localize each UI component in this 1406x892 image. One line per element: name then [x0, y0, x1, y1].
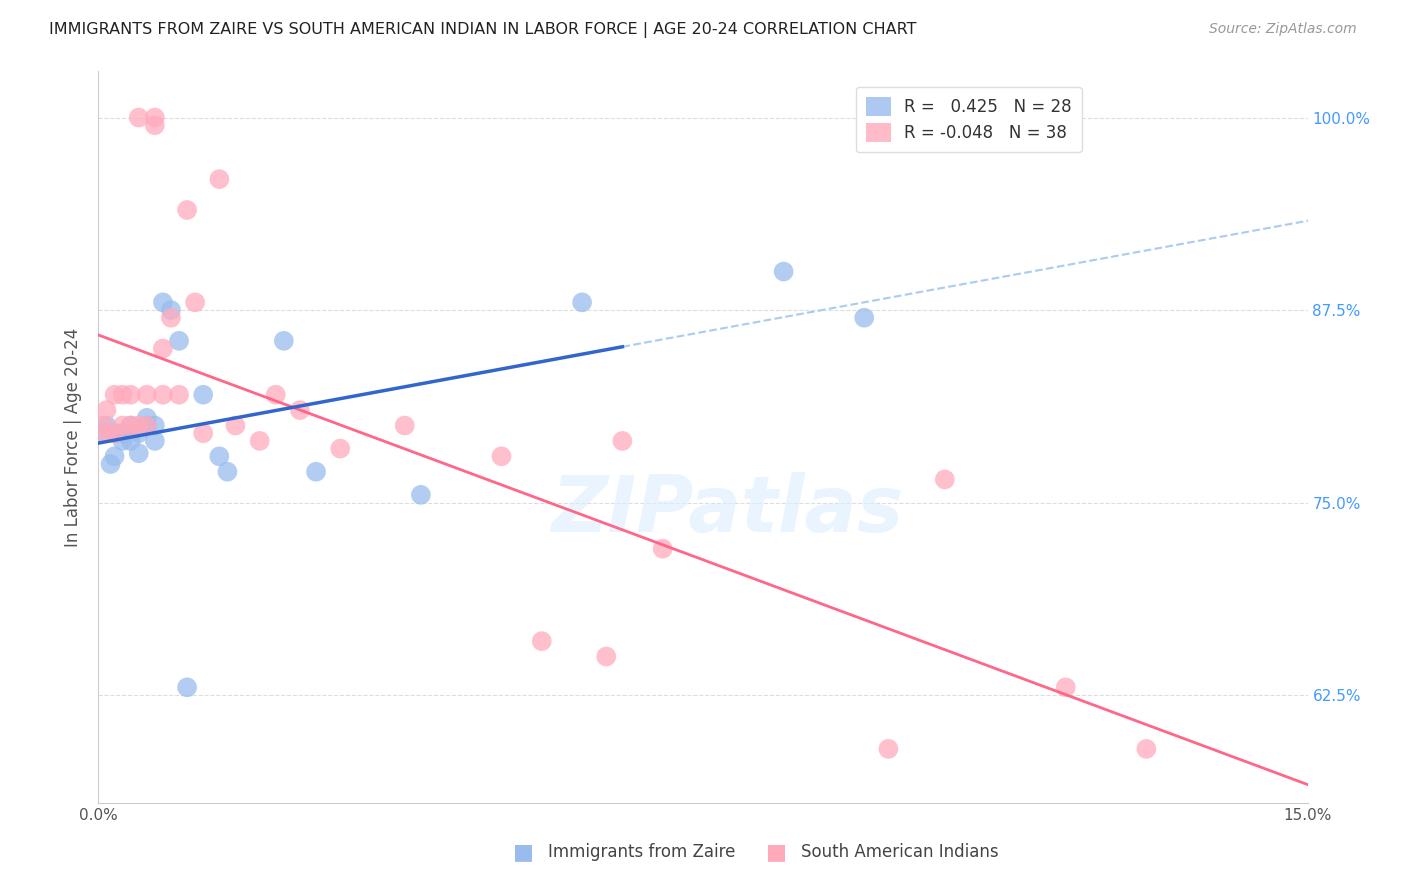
- Point: [152, 295, 174, 310]
- Point: [135, 388, 157, 402]
- Point: [651, 541, 673, 556]
- Point: [143, 418, 166, 433]
- Point: [934, 472, 956, 486]
- Point: [1054, 681, 1077, 695]
- Point: [877, 742, 900, 756]
- Text: IMMIGRANTS FROM ZAIRE VS SOUTH AMERICAN INDIAN IN LABOR FORCE | AGE 20-24 CORREL: IMMIGRANTS FROM ZAIRE VS SOUTH AMERICAN …: [49, 22, 917, 38]
- Point: [288, 403, 311, 417]
- Point: [135, 418, 157, 433]
- Point: [103, 426, 125, 441]
- Point: [595, 649, 617, 664]
- Point: [160, 303, 183, 318]
- Point: [273, 334, 295, 348]
- Point: [264, 388, 287, 402]
- Point: [111, 434, 134, 448]
- Point: [249, 434, 271, 448]
- Point: [217, 465, 239, 479]
- Point: [530, 634, 553, 648]
- Point: [128, 111, 150, 125]
- Point: [94, 426, 117, 441]
- Point: [135, 418, 157, 433]
- Point: [167, 334, 190, 348]
- Point: [135, 410, 157, 425]
- Text: ■: ■: [766, 842, 787, 862]
- Point: [305, 465, 328, 479]
- Text: South American Indians: South American Indians: [801, 843, 1000, 861]
- Point: [120, 434, 142, 448]
- Point: [120, 388, 142, 402]
- Point: [772, 264, 794, 278]
- Point: [111, 418, 134, 433]
- Point: [96, 403, 118, 417]
- Point: [103, 450, 125, 464]
- Point: [160, 310, 183, 325]
- Point: [853, 310, 876, 325]
- Point: [152, 342, 174, 356]
- Point: [571, 295, 593, 310]
- Point: [143, 118, 166, 132]
- Point: [128, 426, 150, 441]
- Point: [1135, 742, 1157, 756]
- Point: [103, 388, 125, 402]
- Legend: R =   0.425   N = 28, R = -0.048   N = 38: R = 0.425 N = 28, R = -0.048 N = 38: [856, 87, 1081, 153]
- Point: [143, 434, 166, 448]
- Point: [152, 388, 174, 402]
- Point: [176, 681, 198, 695]
- Point: [96, 426, 118, 441]
- Point: [193, 426, 215, 441]
- Point: [91, 418, 114, 433]
- Point: [128, 418, 150, 433]
- Point: [329, 442, 352, 456]
- Text: Immigrants from Zaire: Immigrants from Zaire: [548, 843, 735, 861]
- Point: [111, 426, 134, 441]
- Point: [208, 450, 231, 464]
- Text: Source: ZipAtlas.com: Source: ZipAtlas.com: [1209, 22, 1357, 37]
- Y-axis label: In Labor Force | Age 20-24: In Labor Force | Age 20-24: [65, 327, 83, 547]
- Point: [96, 418, 118, 433]
- Point: [103, 426, 125, 441]
- Point: [143, 111, 166, 125]
- Point: [100, 457, 122, 471]
- Point: [176, 202, 198, 217]
- Point: [111, 388, 134, 402]
- Point: [208, 172, 231, 186]
- Point: [184, 295, 207, 310]
- Point: [120, 418, 142, 433]
- Point: [491, 450, 513, 464]
- Point: [128, 446, 150, 460]
- Text: ■: ■: [513, 842, 534, 862]
- Point: [612, 434, 634, 448]
- Point: [409, 488, 432, 502]
- Point: [224, 418, 246, 433]
- Text: ZIPatlas: ZIPatlas: [551, 472, 903, 549]
- Point: [120, 418, 142, 433]
- Point: [193, 388, 215, 402]
- Point: [167, 388, 190, 402]
- Point: [394, 418, 416, 433]
